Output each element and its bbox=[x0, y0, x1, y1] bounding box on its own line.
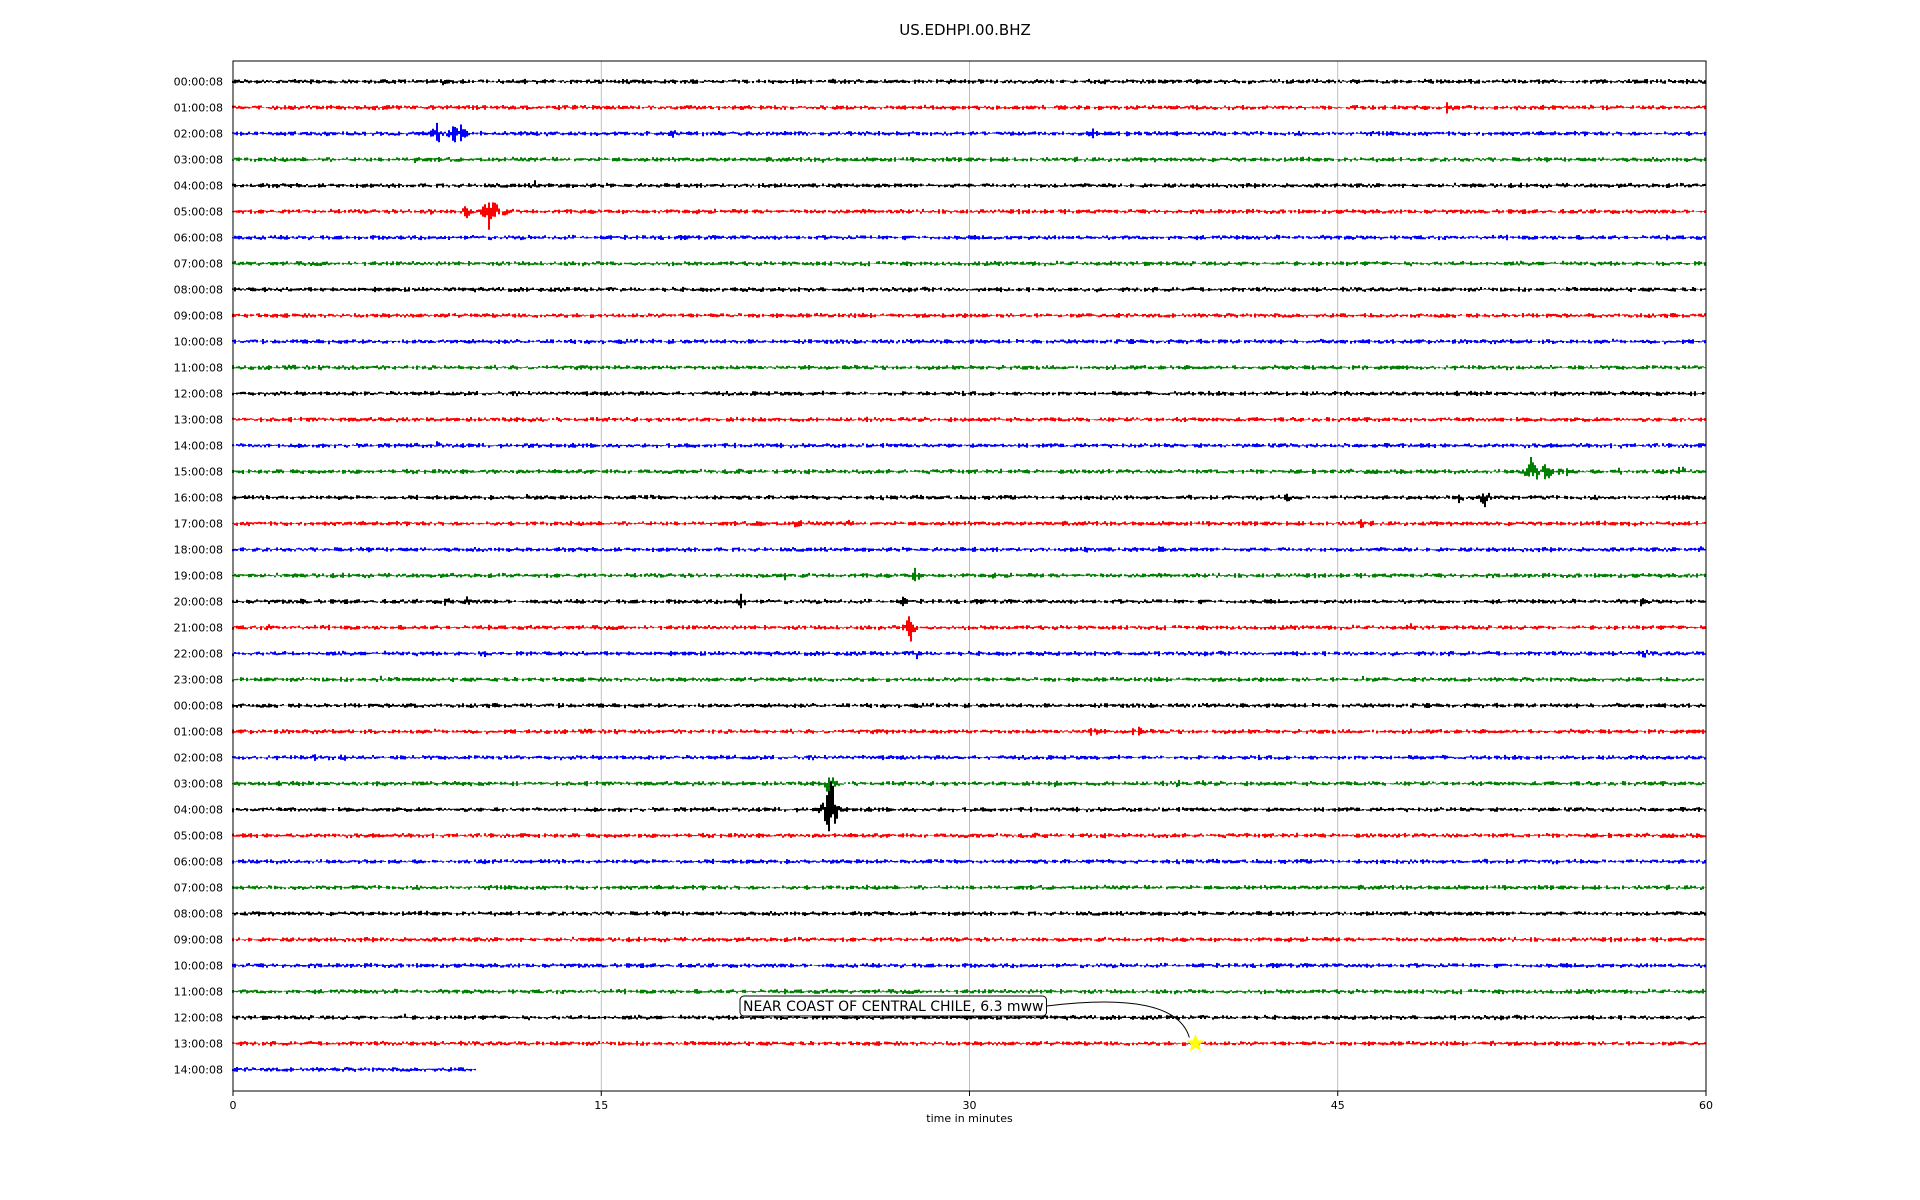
row-label: 09:00:08 bbox=[174, 934, 223, 947]
trace-line bbox=[232, 726, 1706, 736]
row-label: 06:00:08 bbox=[174, 856, 223, 869]
row-label: 12:00:08 bbox=[174, 388, 223, 401]
trace-line bbox=[232, 312, 1706, 319]
trace-line bbox=[232, 260, 1706, 267]
row-label: 22:00:08 bbox=[174, 648, 223, 661]
row-label: 00:00:08 bbox=[174, 700, 223, 713]
row-label: 13:00:08 bbox=[174, 1038, 223, 1051]
row-label: 16:00:08 bbox=[174, 492, 223, 505]
row-label: 19:00:08 bbox=[174, 570, 223, 583]
row-label: 09:00:08 bbox=[174, 310, 223, 323]
trace-line bbox=[232, 858, 1706, 865]
chart-title: US.EDHPI.00.BHZ bbox=[899, 21, 1031, 39]
row-label: 12:00:08 bbox=[174, 1012, 223, 1025]
row-label: 20:00:08 bbox=[174, 596, 223, 609]
row-label: 01:00:08 bbox=[174, 726, 223, 739]
trace-line bbox=[232, 416, 1706, 423]
row-label: 08:00:08 bbox=[174, 284, 223, 297]
row-label: 00:00:08 bbox=[174, 76, 223, 89]
trace-line bbox=[232, 156, 1706, 163]
row-label: 17:00:08 bbox=[174, 518, 223, 531]
trace-line bbox=[232, 180, 1706, 189]
row-label: 08:00:08 bbox=[174, 908, 223, 921]
row-label: 23:00:08 bbox=[174, 674, 223, 687]
trace-line bbox=[232, 675, 1706, 682]
row-label: 06:00:08 bbox=[174, 232, 223, 245]
trace-line bbox=[232, 777, 1706, 792]
row-label: 04:00:08 bbox=[174, 180, 223, 193]
event-annotation: NEAR COAST OF CENTRAL CHILE, 6.3 mww bbox=[739, 995, 1205, 1052]
row-label: 05:00:08 bbox=[174, 206, 223, 219]
x-tick-label: 60 bbox=[1699, 1099, 1713, 1112]
row-label: 07:00:08 bbox=[174, 882, 223, 895]
trace-line bbox=[232, 910, 1706, 917]
row-labels: 00:00:08 01:00:08 02:00:08 03:00:08 04:00:08… bbox=[174, 76, 223, 1077]
x-tick-label: 0 bbox=[230, 1099, 237, 1112]
trace-line bbox=[232, 702, 1706, 709]
trace-line bbox=[232, 832, 1706, 839]
row-label: 14:00:08 bbox=[174, 1064, 223, 1077]
trace-line bbox=[232, 649, 1706, 660]
annotation-arrow bbox=[1046, 1001, 1190, 1038]
x-axis-label: time in minutes bbox=[926, 1112, 1013, 1125]
trace-line bbox=[232, 457, 1706, 480]
trace-line bbox=[232, 567, 1706, 582]
trace-line bbox=[232, 988, 1706, 995]
row-label: 02:00:08 bbox=[174, 752, 223, 765]
trace-line bbox=[232, 492, 1706, 508]
row-label: 02:00:08 bbox=[174, 128, 223, 141]
trace-line bbox=[232, 202, 1706, 230]
row-label: 15:00:08 bbox=[174, 466, 223, 479]
traces bbox=[232, 78, 1706, 1072]
x-tick-label: 45 bbox=[1331, 1099, 1345, 1112]
x-tick-label: 15 bbox=[594, 1099, 608, 1112]
trace-line bbox=[232, 936, 1706, 943]
trace-line bbox=[232, 390, 1706, 397]
row-label: 21:00:08 bbox=[174, 622, 223, 635]
row-label: 05:00:08 bbox=[174, 830, 223, 843]
trace-line bbox=[232, 519, 1706, 528]
row-label: 14:00:08 bbox=[174, 440, 223, 453]
trace-line bbox=[232, 122, 1706, 143]
trace-line bbox=[232, 441, 1706, 449]
event-star-marker bbox=[1186, 1034, 1205, 1052]
row-label: 13:00:08 bbox=[174, 414, 223, 427]
row-label: 03:00:08 bbox=[174, 154, 223, 167]
annotation-box bbox=[739, 995, 1047, 1017]
row-label: 11:00:08 bbox=[174, 986, 223, 999]
trace-line bbox=[232, 546, 1706, 553]
row-label: 10:00:08 bbox=[174, 336, 223, 349]
annotation-text: NEAR COAST OF CENTRAL CHILE, 6.3 mww bbox=[743, 999, 1043, 1015]
row-label: 03:00:08 bbox=[174, 778, 223, 791]
trace-line bbox=[232, 616, 1706, 642]
trace-line bbox=[232, 102, 1706, 114]
trace-line bbox=[232, 884, 1706, 891]
x-axis-ticks: 0 15 30 45 60 bbox=[230, 1091, 1713, 1112]
trace-line bbox=[232, 593, 1706, 609]
row-label: 01:00:08 bbox=[174, 102, 223, 115]
trace-line bbox=[232, 338, 1706, 345]
trace-line bbox=[232, 781, 1706, 832]
trace-line bbox=[232, 234, 1706, 241]
row-label: 07:00:08 bbox=[174, 258, 223, 271]
row-label: 11:00:08 bbox=[174, 362, 223, 375]
x-tick-label: 30 bbox=[963, 1099, 977, 1112]
trace-line bbox=[232, 78, 1706, 86]
trace-line bbox=[232, 364, 1706, 371]
row-label: 10:00:08 bbox=[174, 960, 223, 973]
trace-line bbox=[232, 1040, 1706, 1047]
row-label: 04:00:08 bbox=[174, 804, 223, 817]
trace-line bbox=[232, 754, 1706, 761]
trace-line bbox=[232, 1067, 476, 1072]
trace-line bbox=[232, 962, 1706, 969]
trace-line bbox=[232, 286, 1706, 293]
row-label: 18:00:08 bbox=[174, 544, 223, 557]
